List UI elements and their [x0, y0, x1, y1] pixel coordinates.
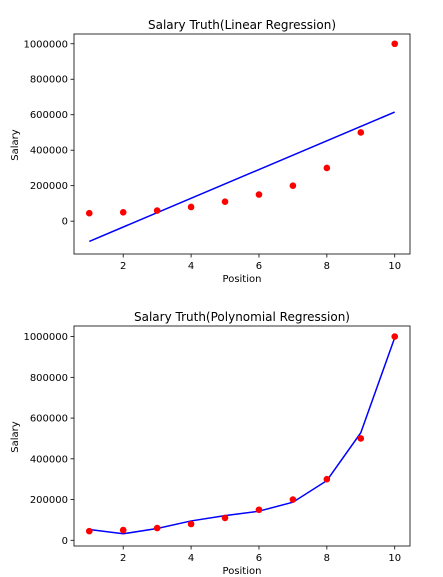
chart-2-y-tick-label: 600000: [30, 414, 68, 425]
chart-1-y-tick-label: 0: [62, 217, 68, 228]
chart-2-y-tick-label: 800000: [30, 373, 68, 384]
chart-2-x-tick-label: 4: [188, 553, 194, 564]
chart-1-y-tick-label: 1000000: [23, 39, 68, 50]
chart-1-data-point: [85, 209, 93, 217]
polynomial-regression-chart: Salary Truth(Polynomial Regression) 2 4 6 8…: [10, 310, 411, 577]
chart-2-y-tick-label: 400000: [30, 454, 68, 465]
chart-1-data-point: [119, 209, 127, 216]
chart-1-x-tick-label: 2: [120, 261, 126, 272]
chart-1-axes-frame: [73, 33, 411, 255]
chart-1-x-axis-label: Position: [223, 274, 262, 285]
chart-1-x-tick-label: 8: [324, 261, 330, 272]
chart-2-regression-line: [89, 337, 396, 535]
chart-2-data-point: [357, 435, 365, 442]
chart-2-data-point: [255, 506, 263, 514]
chart-2-x-tick-label: 8: [324, 553, 330, 564]
chart-1-y-tick-label: 200000: [30, 181, 68, 192]
chart-1-data-point: [357, 129, 365, 136]
chart-1-y-tick-label: 400000: [30, 146, 68, 157]
chart-2-data-point: [153, 524, 161, 532]
linear-regression-chart: Salary Truth(Linear Regression) 2 4 6 8 1002…: [10, 18, 411, 285]
chart-1-data-point: [153, 207, 161, 214]
chart-1-x-tick-label: 6: [256, 261, 262, 272]
chart-2-title: Salary Truth(Polynomial Regression): [134, 310, 350, 324]
chart-2-data-point: [289, 496, 297, 503]
chart-2-y-tick-label: 1000000: [23, 332, 68, 343]
chart-1-x-tick-label: 4: [188, 261, 194, 272]
chart-1-data-point: [187, 203, 195, 211]
chart-2-data-point: [391, 333, 399, 340]
chart-2-data-point: [221, 514, 229, 522]
chart-2-y-tick-label: 200000: [30, 495, 68, 506]
chart-1-title: Salary Truth(Linear Regression): [148, 18, 336, 32]
chart-1-data-point: [323, 164, 331, 172]
chart-2-data-point: [187, 520, 195, 528]
chart-1-data-point: [221, 198, 229, 205]
chart-2-x-tick-label: 10: [388, 553, 401, 564]
chart-2-axes-frame: [73, 325, 411, 547]
chart-2-y-tick-label: 0: [62, 536, 68, 547]
chart-2-x-axis-label: Position: [223, 566, 262, 577]
chart-1-y-tick-label: 800000: [30, 75, 68, 86]
chart-2-data-point: [119, 526, 127, 534]
chart-1-regression-line: [88, 111, 396, 243]
chart-1-data-point: [255, 191, 263, 198]
chart-2-x-tick-label: 6: [256, 553, 262, 564]
chart-1-data-point: [289, 182, 297, 189]
chart-2-x-tick-label: 2: [120, 553, 126, 564]
chart-2-plot-area: 2 4 6 8 10 0 200000 400000 600000 800000 1000000: [23, 325, 411, 564]
chart-2-data-point: [85, 527, 93, 535]
chart-1-y-tick-label: 600000: [30, 110, 68, 121]
chart-2-data-point: [323, 475, 331, 483]
chart-1-x-tick-label: 10: [388, 261, 401, 272]
chart-1-plot-area: 2 4 6 8 10 0 200000 400000 600000 800000 1000000: [23, 33, 411, 272]
chart-1-data-point: [391, 40, 399, 48]
chart-2-y-axis-label: Salary: [10, 421, 21, 452]
chart-1-y-axis-label: Salary: [10, 129, 21, 160]
